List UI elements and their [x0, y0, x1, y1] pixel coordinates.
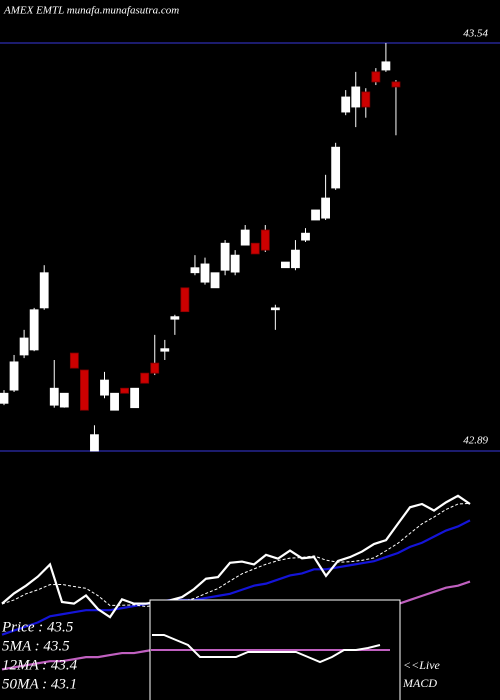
series-line — [1, 519, 471, 636]
y-tick-label: 42.89 — [463, 435, 488, 447]
candle-body — [230, 254, 240, 273]
candle-body — [49, 387, 59, 406]
candle-body — [301, 232, 310, 241]
candle-body — [9, 361, 19, 391]
candle-body — [311, 209, 320, 221]
macd-label: MACD — [402, 676, 437, 690]
candle-body — [371, 71, 381, 83]
candle-body — [19, 337, 29, 356]
candle-body — [100, 379, 109, 396]
candle-body — [391, 81, 401, 88]
candle-body — [331, 146, 341, 189]
candle-body — [150, 362, 160, 374]
candle-body — [160, 348, 170, 352]
candle-body — [341, 96, 351, 113]
candle-body — [270, 307, 280, 311]
candle-body — [200, 263, 210, 283]
candle-body — [210, 272, 220, 289]
legend-entry: 12MA : 43.4 — [2, 657, 78, 673]
legend-entry: 50MA : 43.1 — [2, 676, 77, 692]
candle-body — [170, 316, 180, 320]
chart-title: AMEX EMTL munafa.munafasutra.com — [3, 5, 179, 17]
candle-body — [0, 392, 9, 404]
candle-body — [29, 309, 39, 351]
candle-body — [190, 267, 200, 274]
candle-body — [381, 61, 391, 71]
candle-body — [120, 387, 129, 394]
candle-body — [291, 249, 300, 269]
y-tick-label: 43.54 — [463, 28, 488, 40]
candle-body — [180, 287, 190, 313]
series-line — [1, 502, 471, 607]
candle-body — [130, 387, 140, 409]
candle-body — [361, 91, 371, 108]
candle-body — [240, 229, 250, 246]
candle-body — [90, 434, 99, 452]
candle-body — [321, 197, 331, 219]
candle-body — [250, 242, 260, 255]
candle-body — [59, 392, 69, 408]
candle-body — [140, 372, 150, 384]
candle-body — [260, 229, 270, 251]
legend-entry: 5MA : 43.5 — [2, 638, 70, 654]
series-line — [1, 494, 471, 619]
candle-body — [351, 86, 361, 108]
candle-body — [280, 261, 290, 269]
candle-body — [39, 272, 49, 309]
macd-label: <<Live — [403, 658, 441, 672]
candle-body — [220, 242, 230, 271]
candle-body — [110, 392, 119, 411]
candle-body — [80, 369, 89, 411]
macd-line — [152, 634, 381, 664]
legend-entry: Price : 43.5 — [1, 619, 74, 635]
candle-body — [69, 352, 79, 369]
